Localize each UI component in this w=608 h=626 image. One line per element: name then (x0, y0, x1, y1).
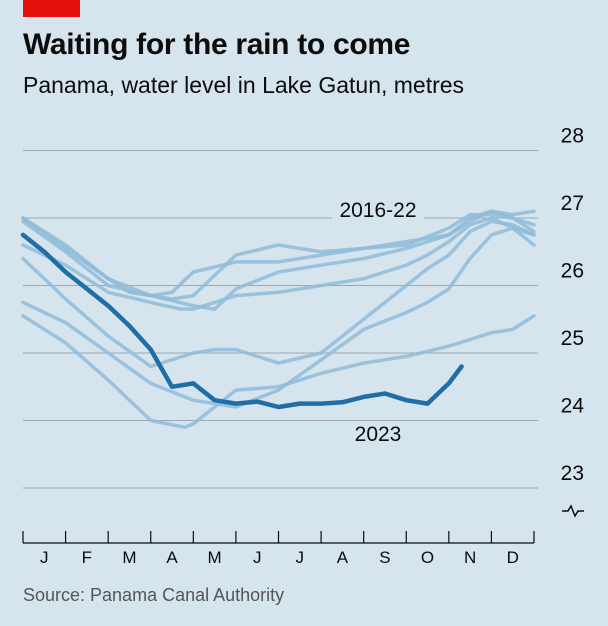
axis-break-icon (562, 504, 584, 518)
gridlines (23, 150, 538, 489)
y-tick-labels: 23 24 25 26 27 28 (561, 125, 585, 518)
month-label-10: N (464, 548, 476, 567)
month-label-6: J (296, 548, 305, 567)
month-label-9: O (421, 548, 434, 567)
month-label-4: M (208, 548, 222, 567)
chart-title: Waiting for the rain to come (23, 28, 411, 61)
annotation-2023: 2023 (355, 423, 402, 446)
month-label-3: A (166, 548, 178, 567)
annotations: 2016-22 2023 (332, 194, 424, 446)
brand-tag (23, 0, 80, 17)
series-line-2023 (20, 232, 464, 410)
series-lines (20, 209, 536, 430)
y-tick-label-24: 24 (561, 395, 585, 418)
y-tick-label-27: 27 (561, 192, 584, 215)
y-tick-label-25: 25 (561, 327, 584, 350)
month-label-5: J (253, 548, 262, 567)
month-label-1: F (82, 548, 92, 567)
source-note: Source: Panama Canal Authority (23, 585, 285, 605)
series-line-past-year-6 (21, 226, 536, 409)
month-label-11: D (507, 548, 519, 567)
y-tick-label-28: 28 (561, 125, 584, 148)
month-label-8: S (379, 548, 390, 567)
series-line-past-year-3 (21, 209, 536, 311)
series-line-past-year-4 (21, 216, 536, 311)
month-label-2: M (122, 548, 136, 567)
annotation-backdrop (332, 194, 424, 224)
month-label-7: A (337, 548, 349, 567)
series-line-past-year-5 (21, 219, 536, 369)
month-label-0: J (40, 548, 49, 567)
series-line-past-year-7 (21, 314, 536, 430)
chart-subtitle: Panama, water level in Lake Gatun, metre… (23, 72, 465, 98)
annotation-2016-22: 2016-22 (339, 199, 416, 222)
y-tick-label-23: 23 (561, 462, 584, 485)
y-tick-label-26: 26 (561, 260, 584, 283)
